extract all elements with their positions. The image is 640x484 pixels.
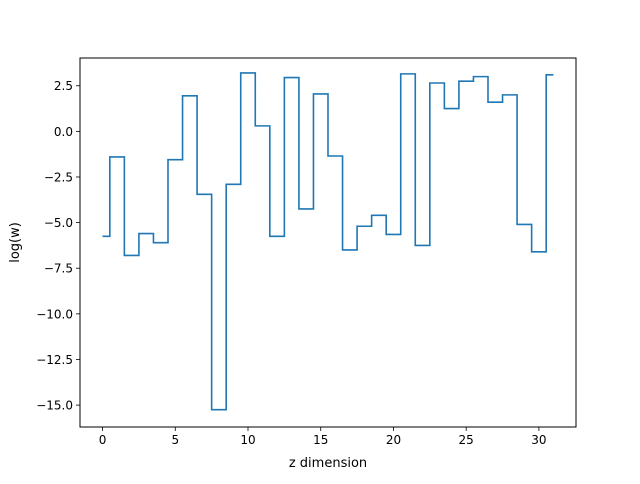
y-tick-label: −7.5 [44, 262, 73, 276]
x-tick-label: 30 [531, 433, 546, 447]
y-axis-label: log(w) [8, 222, 23, 263]
x-tick-label: 25 [459, 433, 474, 447]
x-axis-ticks: 0 5 10 15 20 25 30 [99, 427, 547, 447]
y-tick-label: 2.5 [54, 79, 73, 93]
series-line [102, 72, 554, 411]
y-tick-label: −2.5 [44, 170, 73, 184]
x-axis-label: z dimension [289, 456, 367, 471]
axes-frame [79, 57, 577, 428]
x-tick-label: 0 [99, 433, 107, 447]
plot-content [102, 72, 554, 411]
y-tick-label: 0.0 [54, 125, 73, 139]
y-axis-ticks: 2.5 0.0 −2.5 −5.0 −7.5 −10.0 −12.5 −15.0 [36, 79, 80, 413]
x-tick-label: 5 [171, 433, 179, 447]
y-tick-label: −15.0 [36, 399, 73, 413]
x-tick-label: 10 [240, 433, 255, 447]
y-tick-label: −10.0 [36, 307, 73, 321]
x-tick-label: 15 [313, 433, 328, 447]
y-tick-label: −12.5 [36, 353, 73, 367]
y-tick-label: −5.0 [44, 216, 73, 230]
x-tick-label: 20 [386, 433, 401, 447]
